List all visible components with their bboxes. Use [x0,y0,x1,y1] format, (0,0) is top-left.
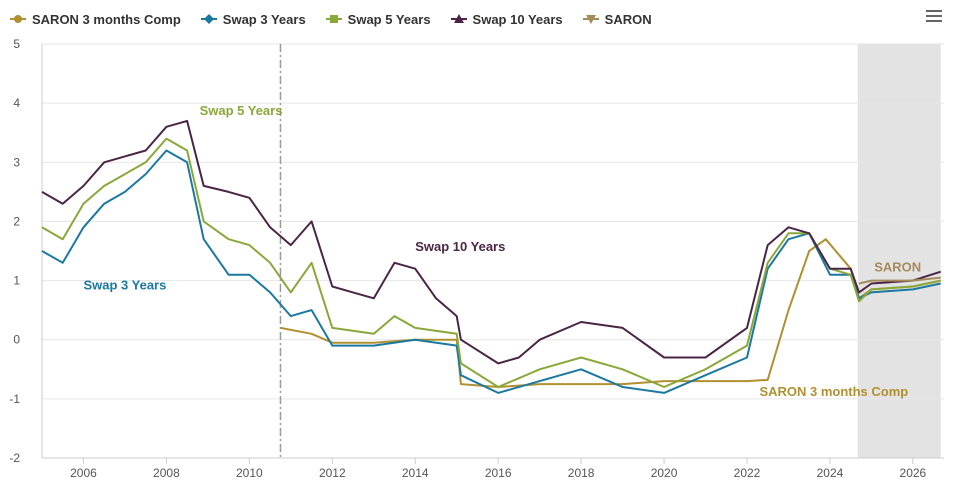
x-tick-label: 2022 [734,466,761,480]
y-axis: 5 4 3 2 1 0 -1 -2 [9,37,20,465]
triangle-marker-icon [450,14,467,23]
x-tick-label: 2010 [236,466,263,480]
legend-label: Swap 3 Years [222,11,306,27]
menu-bar [926,15,942,17]
x-tick-label: 2020 [651,466,678,480]
series-line-swap-10-years [41,119,942,365]
menu-bar [926,20,942,22]
series-lines [41,119,942,394]
legend-item-swap-10-years[interactable]: Swap 10 Years [450,11,563,27]
triangle-down-marker-icon [582,15,599,24]
x-tick-label: 2014 [402,466,429,480]
series-line-saron-3-months-comp [280,238,941,388]
projection-shade [857,44,941,458]
x-tick-label: 2012 [319,466,346,480]
x-axis: 2006 2008 2010 2012 2014 2016 2018 2020 2022 2024… [42,457,944,480]
annotation-label: SARON [874,260,921,275]
annotation-label: Swap 10 Years [415,239,505,254]
y-tick-label: 4 [13,96,20,110]
y-tick-label: 1 [13,274,20,288]
y-tick-label: -1 [9,392,20,406]
x-tick-label: 2024 [817,466,844,480]
legend-label: Swap 5 Years [347,11,431,27]
series-annotations: Swap 5 Years Swap 10 Years Swap 3 Years SAR… [83,103,921,399]
menu-bar [926,10,942,12]
annotation-label: SARON 3 months Comp [759,384,908,399]
y-tick-label: 0 [13,333,20,347]
y-tick-label: 2 [13,214,20,228]
chart-menu-button[interactable] [926,10,942,24]
legend-item-swap-3-years[interactable]: Swap 3 Years [200,11,306,27]
series-line-swap-3-years [41,149,941,394]
annotation-label: Swap 5 Years [200,103,283,118]
shaded-region [857,44,941,458]
x-tick-label: 2026 [900,466,927,480]
legend-label: Swap 10 Years [472,11,563,27]
x-tick-label: 2008 [153,466,180,480]
y-tick-label: 3 [13,155,20,169]
y-tick-label: -2 [9,451,20,465]
annotation-label: Swap 3 Years [83,277,166,292]
legend-label: SARON [604,11,652,27]
square-marker-icon [325,15,342,23]
x-tick-label: 2006 [70,466,97,480]
diamond-marker-icon [200,14,217,24]
legend-item-saron-3-months-comp[interactable]: SARON 3 months Comp [10,12,181,27]
legend-item-swap-5-years[interactable]: Swap 5 Years [325,11,431,27]
series-line-saron [858,276,941,285]
x-tick-label: 2016 [485,466,512,480]
y-tick-label: 5 [13,37,20,51]
circle-marker-icon [10,15,26,23]
legend-label: SARON 3 months Comp [32,11,181,27]
legend-item-saron[interactable]: SARON [582,11,652,27]
x-tick-label: 2018 [568,466,595,480]
legend: SARON 3 months Comp Swap 3 Years Swap 5 Ye… [0,8,662,30]
